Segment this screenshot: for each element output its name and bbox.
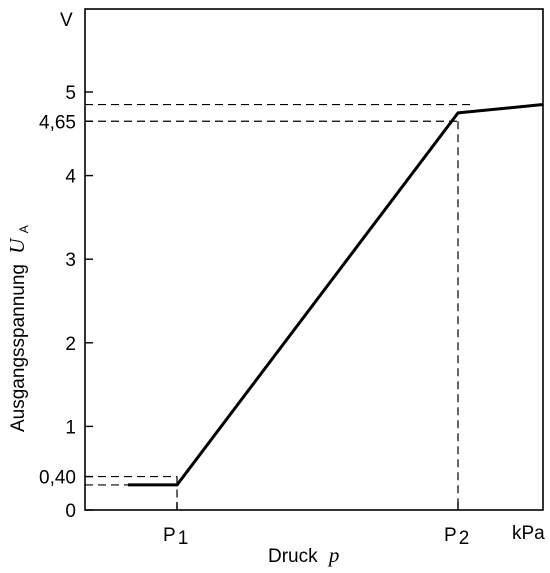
x-axis-title: Druck p xyxy=(268,543,339,567)
x-axis-label: Druck xyxy=(268,546,318,567)
y-tick-label: 2 xyxy=(65,334,76,355)
x-unit-label: kPa xyxy=(512,523,545,544)
guide-lines xyxy=(85,103,472,510)
y-axis-title: Ausgangsspannung U A xyxy=(5,225,31,432)
y-tick-label: 4,65 xyxy=(39,112,76,133)
x-axis-symbol: p xyxy=(327,543,340,567)
y-axis-symbol: U xyxy=(5,237,29,254)
y-axis-label: Ausgangsspannung xyxy=(8,264,29,432)
plot-frame xyxy=(84,8,544,511)
series-line xyxy=(128,103,544,487)
y-tick-label: 0,40 xyxy=(39,468,76,489)
y-tick-label: 3 xyxy=(65,250,76,271)
y-tick-labels: 0 0,40 1 2 3 4 4,65 5 xyxy=(39,83,76,522)
y-tick-label: 1 xyxy=(65,417,76,438)
y-axis-subscript: A xyxy=(17,225,31,233)
y-tick-label: 4 xyxy=(65,167,76,188)
y-tick-label: 5 xyxy=(65,83,76,104)
y-unit-label: V xyxy=(60,10,73,31)
ticks xyxy=(85,91,459,511)
y-tick-label: 0 xyxy=(65,501,76,522)
